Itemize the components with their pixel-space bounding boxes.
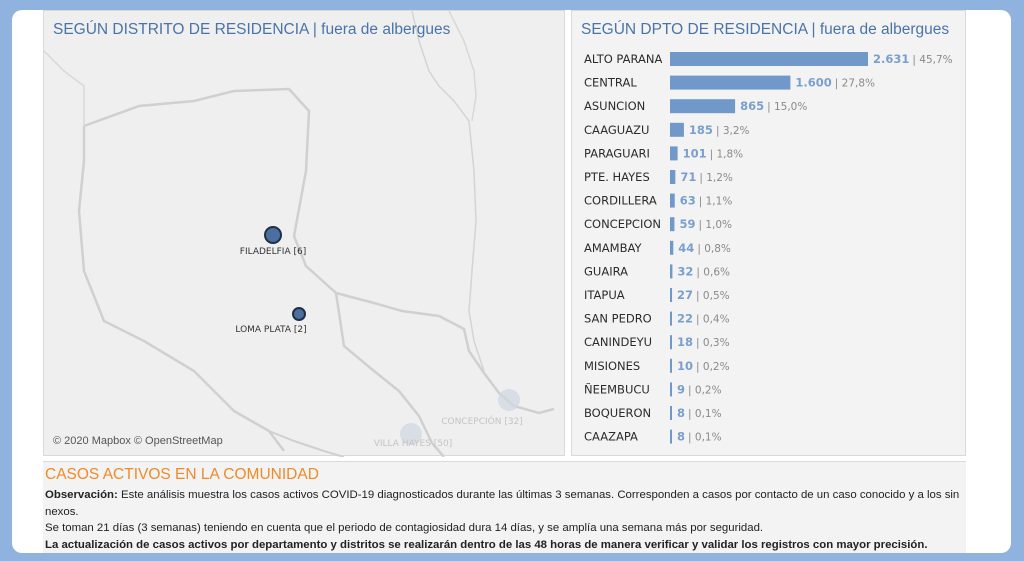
map-marker-label: LOMA PLATA [2] <box>235 325 306 335</box>
department-bar-panel: SEGÚN DPTO DE RESIDENCIA | fuera de albe… <box>571 10 966 456</box>
bar-percent-label: | 45,7% <box>912 54 952 66</box>
chart-title: SEGÚN DPTO DE RESIDENCIA | fuera de albe… <box>581 21 950 38</box>
bar-value-label: 22 <box>677 312 693 326</box>
dashboard-frame: FILADELFIA [6] LOMA PLATA [2] CONCEPCIÓN [… <box>12 10 1011 553</box>
bar-category-label: CAAGUAZU <box>584 123 649 137</box>
map-river-line <box>411 11 485 372</box>
bar-value-label: 2.631 <box>873 52 909 66</box>
map-marker-label: VILLA HAYES [50] <box>374 439 453 449</box>
bar-category-label: CANINDEYU <box>584 335 652 349</box>
bar[interactable] <box>670 99 736 114</box>
bar-percent-label: | 27,8% <box>835 78 875 90</box>
bar-percent-label: | 0,1% <box>688 432 722 444</box>
bar-percent-label: | 0,1% <box>688 408 722 420</box>
notes-section: CASOS ACTIVOS EN LA COMUNIDAD Observació… <box>43 461 966 553</box>
map-marker-label: FILADELFIA [6] <box>240 247 306 257</box>
bar-value-label: 9 <box>677 382 685 396</box>
notes-line-3: La actualización de casos activos por de… <box>45 538 928 551</box>
bar-category-label: BOQUERON <box>584 406 651 420</box>
bar-value-label: 27 <box>677 288 693 302</box>
district-map-panel: FILADELFIA [6] LOMA PLATA [2] CONCEPCIÓN [… <box>43 10 566 457</box>
bar-percent-label: | 1,0% <box>698 219 732 231</box>
bar-percent-label: | 1,1% <box>699 196 733 208</box>
map-marker[interactable] <box>264 226 282 244</box>
bar-percent-label: | 0,8% <box>697 243 731 255</box>
bar-category-label: CONCEPCION <box>584 217 661 231</box>
bar-category-label: ITAPUA <box>584 288 625 302</box>
bar-value-label: 32 <box>677 264 693 278</box>
bar[interactable] <box>670 429 672 444</box>
bar-value-label: 865 <box>740 99 764 113</box>
bar-category-label: CAAZAPA <box>584 430 638 444</box>
bar[interactable] <box>670 75 791 90</box>
map-marker[interactable] <box>292 307 306 321</box>
bar-category-label: GUAIRA <box>584 264 628 278</box>
bar-category-label: PARAGUARI <box>584 146 650 160</box>
map-border-line <box>83 87 445 457</box>
map-credit[interactable]: © 2020 Mapbox © OpenStreetMap <box>53 435 223 447</box>
bar-percent-label: | 1,2% <box>699 172 733 184</box>
bar-percent-label: | 3,2% <box>716 125 750 137</box>
bar[interactable] <box>670 170 676 184</box>
bar[interactable] <box>670 311 672 326</box>
bar-percent-label: | 0,3% <box>696 337 730 349</box>
bar-percent-label: | 15,0% <box>767 101 807 113</box>
bar-value-label: 10 <box>677 359 693 373</box>
bar-value-label: 18 <box>677 335 693 349</box>
bar[interactable] <box>670 52 868 66</box>
bar-value-label: 44 <box>678 241 694 255</box>
map-border-line <box>77 126 285 452</box>
map-title: SEGÚN DISTRITO DE RESIDENCIA | fuera de … <box>53 21 451 38</box>
bar-value-label: 101 <box>683 146 707 160</box>
bar[interactable] <box>670 122 684 137</box>
bar[interactable] <box>670 217 675 232</box>
bar-category-label: SAN PEDRO <box>584 312 652 326</box>
bar-value-label: 71 <box>680 170 696 184</box>
bar-percent-label: | 0,4% <box>696 314 730 326</box>
notes-body: Observación: Este análisis muestra los c… <box>45 487 960 553</box>
bar-category-label: MISIONES <box>584 359 640 373</box>
bar-category-label: ALTO PARANA <box>584 52 662 66</box>
notes-observation: Observación: Este análisis muestra los c… <box>45 487 960 520</box>
department-bar-chart[interactable]: ALTO PARANA 2.631 | 45,7% CENTRAL 1.600 | 27,… <box>572 11 967 457</box>
bar-percent-label: | 0,6% <box>696 266 730 278</box>
notes-obs-text: Este análisis muestra los casos activos … <box>45 489 960 518</box>
bar[interactable] <box>670 335 672 350</box>
map-marker[interactable] <box>498 389 520 411</box>
map-border-line <box>268 430 345 457</box>
bar[interactable] <box>670 358 672 373</box>
bar[interactable] <box>670 382 672 397</box>
bar[interactable] <box>670 240 674 255</box>
map-border-line <box>44 50 85 126</box>
bar-value-label: 1.600 <box>795 76 831 90</box>
map-border-line <box>448 11 477 122</box>
bar[interactable] <box>670 406 672 420</box>
bar-value-label: 8 <box>677 430 685 444</box>
bar-percent-label: | 0,2% <box>696 361 730 373</box>
bar[interactable] <box>670 288 673 302</box>
map-border-line <box>335 291 555 415</box>
bar[interactable] <box>670 146 678 161</box>
bar-category-label: PTE. HAYES <box>584 170 650 184</box>
notes-line-2: Se toman 21 días (3 semanas) teniendo en… <box>45 522 764 534</box>
bar-category-label: CENTRAL <box>584 76 637 90</box>
district-map[interactable]: FILADELFIA [6] LOMA PLATA [2] CONCEPCIÓN [… <box>44 11 566 457</box>
map-marker[interactable] <box>400 423 422 445</box>
map-marker-label: CONCEPCIÓN [32] <box>441 415 523 427</box>
notes-title: CASOS ACTIVOS EN LA COMUNIDAD <box>45 466 319 483</box>
bar-percent-label: | 0,2% <box>688 384 722 396</box>
bar-value-label: 8 <box>677 406 685 420</box>
bar-category-label: AMAMBAY <box>584 241 642 255</box>
bar[interactable] <box>670 264 673 279</box>
bar-percent-label: | 1,8% <box>710 148 744 160</box>
bar-percent-label: | 0,5% <box>696 290 730 302</box>
bar-category-label: ÑEEMBUCU <box>584 381 650 396</box>
bar-category-label: CORDILLERA <box>584 194 657 208</box>
bar-value-label: 59 <box>679 217 695 231</box>
bar-category-label: ASUNCION <box>584 99 645 113</box>
bar[interactable] <box>670 193 675 208</box>
bar-value-label: 185 <box>689 123 713 137</box>
bar-value-label: 63 <box>680 194 696 208</box>
notes-obs-label: Observación: <box>45 489 118 501</box>
